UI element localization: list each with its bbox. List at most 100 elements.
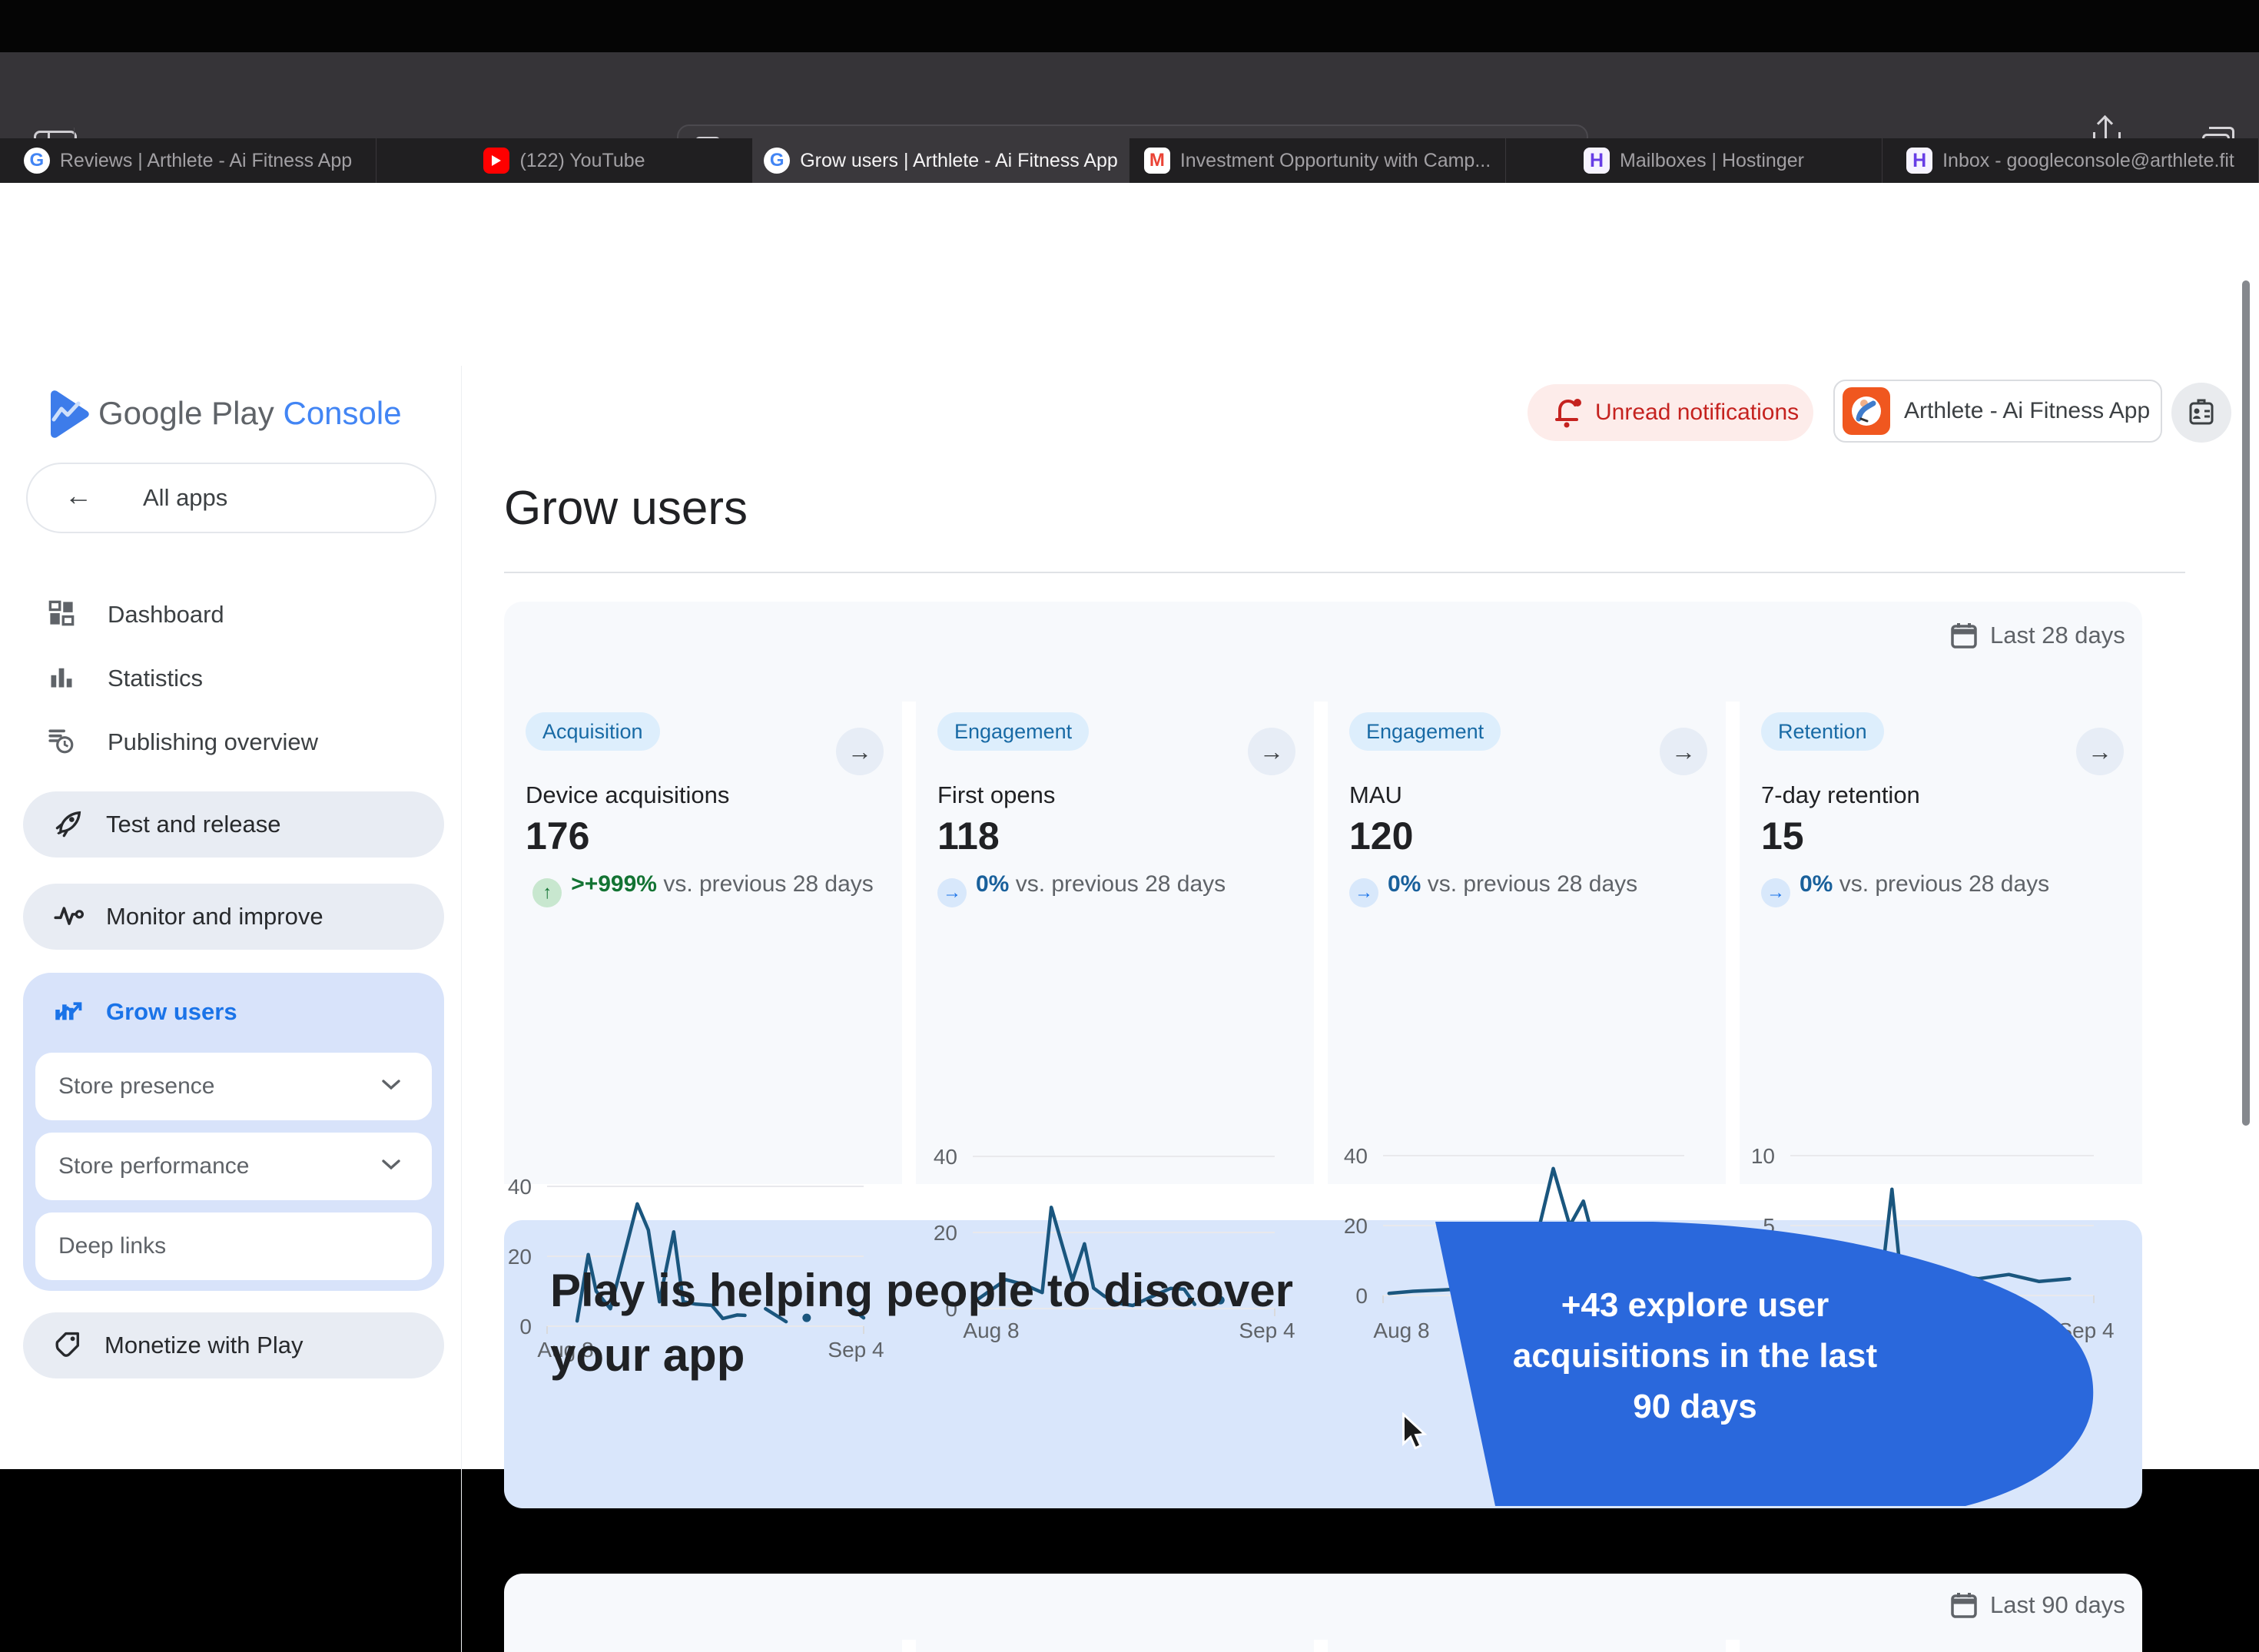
metric-value: 120 [1349, 814, 1414, 858]
trend-flat-icon: → [937, 878, 967, 907]
calendar-icon [1951, 623, 1977, 649]
sidebar-subitem-label: Deep links [58, 1233, 167, 1259]
delta-value: >+999% [571, 871, 664, 897]
macos-menubar [0, 0, 2259, 52]
google-play-logo-icon[interactable] [45, 389, 92, 443]
bell-icon [1555, 399, 1581, 428]
id-badge-icon [2189, 399, 2214, 425]
open-report-button[interactable]: → [1660, 728, 1707, 775]
sidebar-section-label: Monitor and improve [106, 903, 323, 930]
sidebar-item-publishing-overview[interactable]: Publishing overview [26, 715, 436, 769]
sidebar-item-label: Publishing overview [108, 728, 318, 755]
metric-delta: → 0% vs. previous 28 days [1761, 867, 2121, 907]
browser-tab[interactable]: M Investment Opportunity with Camp... [1130, 138, 1506, 183]
delta-value: 0% [976, 871, 1016, 897]
scrollbar-thumb[interactable] [2242, 280, 2250, 1126]
sidebar-subitem-store-presence[interactable]: Store presence [35, 1053, 432, 1120]
delta-suffix: vs. previous 28 days [1839, 871, 2050, 897]
metric-value: 118 [937, 814, 1000, 858]
delta-suffix: vs. previous 28 days [1427, 871, 1638, 897]
brand-console: Console [283, 395, 402, 431]
play-console-page: Google Play Console Unread notifications… [0, 183, 2259, 1652]
dashboard-icon [48, 599, 75, 631]
date-range-top-label: Last 28 days [1990, 622, 2125, 649]
sidebar-item-grow-users[interactable]: Grow users [54, 996, 237, 1027]
developer-account-button[interactable] [2171, 383, 2231, 443]
monitor-icon [54, 902, 85, 932]
column-gap [902, 1640, 916, 1652]
publishing-icon [48, 727, 75, 758]
tab-title: (122) YouTube [519, 149, 645, 171]
unread-notifications-button[interactable]: Unread notifications [1528, 384, 1813, 441]
date-range-top[interactable]: Last 28 days [1950, 621, 2125, 650]
sidebar-item-label: Grow users [106, 997, 237, 1025]
category-chip: Engagement [937, 712, 1090, 751]
metric-title: MAU [1349, 781, 1402, 808]
tab-title: Reviews | Arthlete - Ai Fitness App [59, 149, 353, 171]
chevron-down-icon [381, 1079, 401, 1095]
sidebar-item-label: Dashboard [108, 601, 224, 628]
app-selector-label: Arthlete - Ai Fitness App [1904, 398, 2151, 423]
sidebar-item-dashboard[interactable]: Dashboard [26, 588, 436, 642]
youtube-favicon-icon [483, 148, 510, 174]
browser-tab[interactable]: H Mailboxes | Hostinger [1506, 138, 1882, 183]
sidebar-section-test-and-release[interactable]: Test and release [23, 791, 444, 858]
metric-card-mau: Engagement → MAU 120 → 0% vs. previous 28 day… [1328, 702, 1726, 1184]
tab-title: Inbox - googleconsole@arthlete.fit [1942, 149, 2234, 171]
metric-title: First opens [937, 781, 1056, 808]
tab-title: Grow users | Arthlete - Ai Fitness App [800, 149, 1118, 171]
delta-value: 0% [1388, 871, 1428, 897]
open-report-button[interactable]: → [836, 728, 884, 775]
date-range-bottom-label: Last 90 days [1990, 1591, 2125, 1618]
tab-title: Mailboxes | Hostinger [1620, 149, 1804, 171]
sidebar-divider [461, 366, 462, 1652]
callout-line: acquisitions in the last [1512, 1337, 1878, 1375]
all-apps-button[interactable]: ← All apps [26, 463, 436, 533]
open-report-button[interactable]: → [1248, 728, 1295, 775]
callout-line: +43 explore user [1561, 1286, 1829, 1324]
delta-suffix: vs. previous 28 days [1015, 871, 1226, 897]
google-favicon-icon: G [764, 148, 791, 174]
all-apps-label: All apps [143, 484, 228, 511]
metric-title: Device acquisitions [526, 781, 730, 808]
metric-delta: → 0% vs. previous 28 days [1349, 867, 1704, 907]
tag-icon [54, 1329, 83, 1362]
sidebar-item-statistics[interactable]: Statistics [26, 652, 436, 705]
brand-google-play: Google Play [98, 395, 274, 431]
sidebar-section-monitor-and-improve[interactable]: Monitor and improve [23, 884, 444, 950]
trend-up-icon: ↑ [532, 878, 562, 907]
sidebar-subitem-label: Store performance [58, 1153, 250, 1179]
browser-toolbar: ⌄ ‹ › play.google.com ↻ + [0, 52, 2259, 178]
column-gap [1726, 1640, 1740, 1652]
statistics-icon [48, 663, 75, 695]
rocket-icon [54, 808, 85, 842]
back-arrow-icon: ← [65, 479, 92, 511]
column-gap [1726, 702, 1740, 1184]
category-chip: Acquisition [526, 712, 660, 751]
category-chip: Engagement [1349, 712, 1501, 751]
sidebar-section-label: Monetize with Play [104, 1332, 304, 1358]
sidebar-section-monetize-with-play[interactable]: Monetize with Play [23, 1312, 444, 1378]
metric-delta: ↑ >+999% vs. previous 28 days [526, 867, 881, 907]
open-report-button[interactable]: → [2076, 728, 2124, 775]
app-selector[interactable]: Arthlete - Ai Fitness App [1833, 380, 2162, 443]
sidebar-subitem-label: Store presence [58, 1073, 215, 1099]
metric-card-first-opens: Engagement → First opens 118 → 0% vs. previou… [916, 702, 1314, 1184]
sidebar-subitem-store-performance[interactable]: Store performance [35, 1133, 432, 1200]
callout-line: 90 days [1633, 1388, 1757, 1425]
tab-title: Investment Opportunity with Camp... [1179, 149, 1491, 171]
browser-tab[interactable]: (122) YouTube [376, 138, 753, 183]
promo-callout: +43 explore user acquisitions in the las… [504, 1220, 2142, 1508]
sidebar-group-grow-users: Grow users Store presence Store performanc… [23, 973, 444, 1291]
hostinger-favicon-icon: H [1906, 148, 1933, 174]
browser-tab[interactable]: G Grow users | Arthlete - Ai Fitness App [753, 138, 1130, 183]
mouse-cursor [1398, 1411, 1431, 1455]
hostinger-favicon-icon: H [1584, 148, 1610, 174]
brand-title: Google Play Console [98, 395, 402, 432]
metric-delta: → 0% vs. previous 28 days [937, 867, 1292, 907]
browser-tab[interactable]: G Reviews | Arthlete - Ai Fitness App [0, 138, 376, 183]
sidebar-subitem-deep-links[interactable]: Deep links [35, 1212, 432, 1280]
date-range-bottom[interactable]: Last 90 days [1950, 1591, 2125, 1620]
browser-tab[interactable]: H Inbox - googleconsole@arthlete.fit [1882, 138, 2259, 183]
google-favicon-icon: G [23, 148, 50, 174]
